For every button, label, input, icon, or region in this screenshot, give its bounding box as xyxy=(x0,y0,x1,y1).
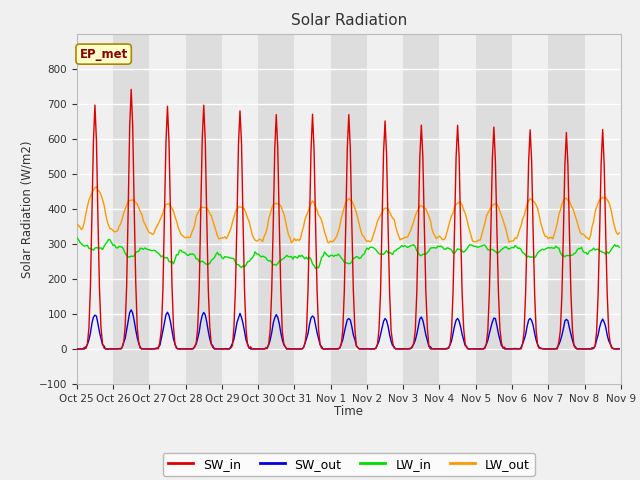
Bar xyxy=(113,34,149,384)
Bar xyxy=(548,34,584,384)
Bar xyxy=(476,34,512,384)
Y-axis label: Solar Radiation (W/m2): Solar Radiation (W/m2) xyxy=(20,140,33,277)
Bar xyxy=(403,34,440,384)
X-axis label: Time: Time xyxy=(334,405,364,418)
Title: Solar Radiation: Solar Radiation xyxy=(291,13,407,28)
Bar xyxy=(186,34,222,384)
Text: EP_met: EP_met xyxy=(79,48,128,60)
Bar xyxy=(331,34,367,384)
Bar xyxy=(258,34,294,384)
Legend: SW_in, SW_out, LW_in, LW_out: SW_in, SW_out, LW_in, LW_out xyxy=(163,453,535,476)
